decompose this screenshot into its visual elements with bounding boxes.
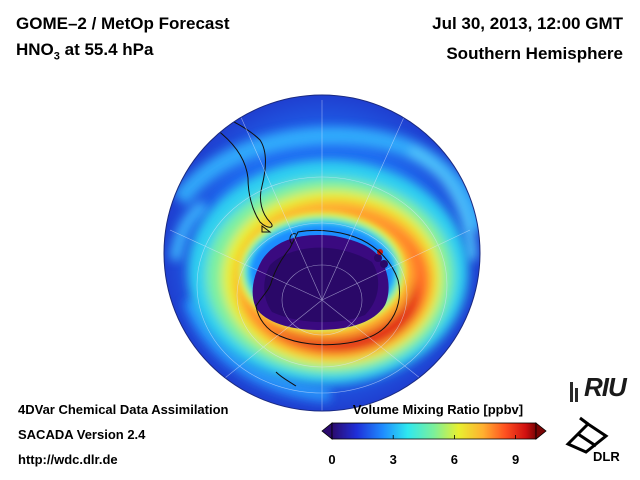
dlr-logo-icon — [565, 416, 609, 454]
riu-logo: RIU — [584, 372, 627, 402]
colorbar — [321, 422, 547, 440]
dlr-label: DLR — [593, 449, 620, 464]
species-subscript: 3 — [53, 50, 60, 63]
colorbar-tick-label: 3 — [389, 452, 397, 467]
version-label: SACADA Version 2.4 — [18, 427, 146, 442]
colorbar-min-arrow — [321, 422, 333, 440]
species-name: HNO — [16, 40, 54, 59]
species-title: HNO3 at 55.4 hPa — [16, 40, 153, 62]
pressure-level: at 55.4 hPa — [59, 40, 154, 59]
graticule — [169, 100, 471, 411]
forecast-title: GOME–2 / MetOp Forecast — [16, 14, 230, 33]
forecast-date: Jul 30, 2013, 12:00 GMT — [432, 14, 623, 33]
url-link[interactable]: http://wdc.dlr.de — [18, 452, 118, 467]
colorbar-gradient — [331, 422, 537, 440]
colorbar-tick-label: 9 — [511, 452, 520, 467]
riu-mark-icon — [570, 382, 578, 402]
colorbar-tick-label: 0 — [328, 452, 336, 467]
colorbar-title: Volume Mixing Ratio [ppbv] — [352, 402, 524, 417]
colorbar-tick-label: 6 — [450, 452, 458, 467]
hemisphere-label: Southern Hemisphere — [446, 44, 623, 63]
colorbar-max-arrow — [535, 422, 547, 440]
midlatitude-streamers — [169, 126, 480, 402]
method-label: 4DVar Chemical Data Assimilation — [18, 402, 229, 417]
